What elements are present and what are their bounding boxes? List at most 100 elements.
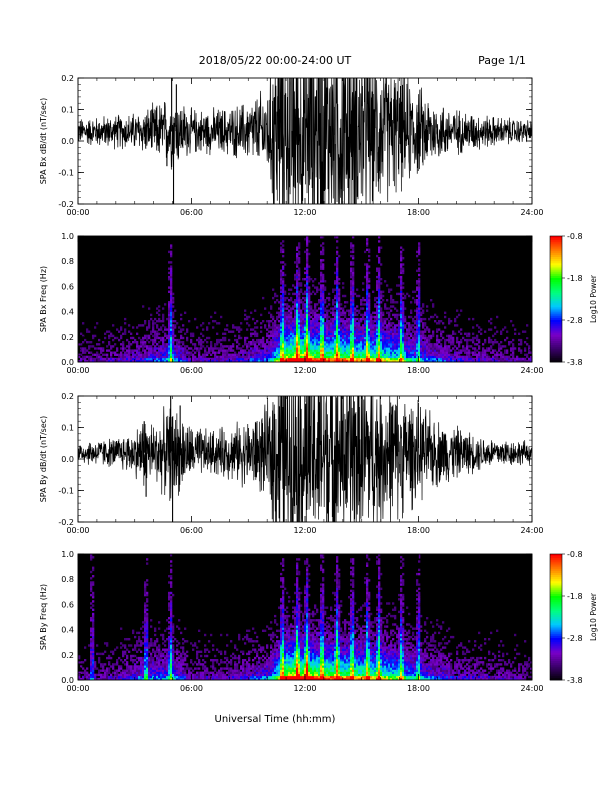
- spectrogram-cell: [142, 347, 145, 350]
- spectrogram-cell: [228, 349, 231, 352]
- spectrogram-cell: [350, 263, 353, 266]
- spectrogram-cell: [238, 343, 241, 346]
- spectrogram-cell: [174, 359, 177, 362]
- spectrogram-cell: [278, 357, 281, 361]
- spectrogram-cell: [396, 336, 399, 340]
- spectrogram-cell: [374, 338, 377, 342]
- spectrogram-cell: [82, 675, 85, 679]
- spectrogram-cell: [340, 336, 343, 340]
- spectrogram-cell: [292, 324, 295, 327]
- spectrogram-cell: [294, 355, 297, 359]
- spectrogram-cell: [410, 301, 413, 304]
- spectrogram-cell: [310, 334, 313, 338]
- spectrogram-cell: [400, 305, 403, 308]
- spectrogram-cell: [390, 332, 393, 335]
- spectrogram-cell: [258, 353, 261, 356]
- spectrogram-cell: [402, 305, 405, 308]
- spectrogram-cell: [364, 328, 367, 331]
- spectrogram-cell: [354, 353, 357, 356]
- spectrogram-cell: [280, 343, 283, 346]
- spectrogram-cell: [142, 324, 145, 327]
- spectrogram-cell: [304, 311, 307, 314]
- spectrogram-cell: [118, 675, 121, 679]
- spectrogram-cell: [176, 351, 179, 354]
- y-tick-label: 0.0: [61, 455, 74, 464]
- spectrogram-cell: [130, 336, 133, 340]
- spectrogram-cell: [294, 332, 297, 335]
- spectrogram-cell: [292, 322, 295, 325]
- spectrogram-cell: [310, 343, 313, 346]
- spectrogram-cell: [112, 359, 115, 362]
- spectrogram-cell: [294, 315, 297, 319]
- spectrogram-cell: [316, 355, 319, 359]
- spectrogram-cell: [108, 661, 111, 664]
- spectrogram-cell: [364, 330, 367, 333]
- spectrogram-cell: [404, 296, 407, 300]
- spectrogram-cell: [148, 644, 151, 647]
- spectrogram-cell: [118, 357, 121, 361]
- spectrogram-cell: [368, 309, 371, 312]
- spectrogram-cell: [250, 341, 253, 344]
- spectrogram-cell: [280, 250, 283, 254]
- spectrogram-cell: [172, 313, 175, 317]
- spectrogram-cell: [134, 646, 137, 649]
- spectrogram-cell: [152, 349, 155, 352]
- spectrogram-cell: [340, 334, 343, 338]
- spectrogram-cell: [214, 351, 217, 354]
- spectrogram-cell: [122, 332, 125, 335]
- spectrogram-cell: [150, 330, 153, 333]
- spectrogram-cell: [402, 355, 405, 359]
- spectrogram-cell: [346, 330, 349, 333]
- spectrogram-cell: [294, 334, 297, 338]
- spectrogram-cell: [350, 347, 353, 350]
- spectrogram-cell: [366, 311, 369, 314]
- spectrogram-cell: [436, 336, 439, 340]
- spectrogram-cell: [144, 661, 147, 664]
- spectrogram-cell: [170, 320, 173, 323]
- spectrogram-cell: [316, 330, 319, 333]
- spectrogram-cell: [256, 326, 259, 329]
- spectrogram-cell: [90, 659, 93, 662]
- spectrogram-cell: [378, 336, 381, 340]
- spectrogram-cell: [312, 328, 315, 331]
- spectrogram-cell: [276, 336, 279, 340]
- spectrogram-cell: [322, 320, 325, 323]
- spectrogram-cell: [290, 328, 293, 331]
- spectrogram-cell: [298, 311, 301, 314]
- spectrogram-cell: [220, 345, 223, 348]
- spectrogram-cell: [314, 338, 317, 342]
- spectrogram-cell: [324, 322, 327, 325]
- spectrogram-cell: [130, 671, 133, 674]
- spectrogram-cell: [244, 309, 247, 312]
- spectrogram-cell: [142, 357, 145, 361]
- spectrogram-cell: [430, 336, 433, 340]
- spectrogram-cell: [90, 638, 93, 641]
- spectrogram-cell: [314, 355, 317, 359]
- spectrogram-cell: [512, 324, 515, 327]
- spectrogram-cell: [314, 309, 317, 312]
- spectrogram-cell: [416, 288, 419, 291]
- spectrogram-cell: [354, 309, 357, 312]
- spectrogram-cell: [472, 338, 475, 342]
- spectrogram-cell: [384, 347, 387, 350]
- spectrogram-cell: [392, 347, 395, 350]
- spectrogram-cell: [306, 357, 309, 361]
- spectrogram-cell: [344, 355, 347, 359]
- spectrogram-cell: [150, 644, 153, 647]
- spectrogram-cell: [268, 322, 271, 325]
- spectrogram-cell: [188, 353, 191, 356]
- spectrogram-cell: [214, 343, 217, 346]
- spectrogram-cell: [262, 320, 265, 323]
- spectrogram-cell: [84, 671, 87, 674]
- spectrogram-cell: [146, 669, 149, 672]
- spectrogram-cell: [402, 338, 405, 342]
- spectrogram-cell: [280, 315, 283, 319]
- spectrogram-cell: [352, 236, 355, 239]
- spectrogram-cell: [260, 322, 263, 325]
- spectrogram-cell: [432, 355, 435, 359]
- spectrogram-cell: [438, 341, 441, 344]
- spectrogram-cell: [440, 351, 443, 354]
- spectrogram-cell: [272, 355, 275, 359]
- spectrogram-cell: [386, 353, 389, 356]
- spectrogram-cell: [172, 326, 175, 329]
